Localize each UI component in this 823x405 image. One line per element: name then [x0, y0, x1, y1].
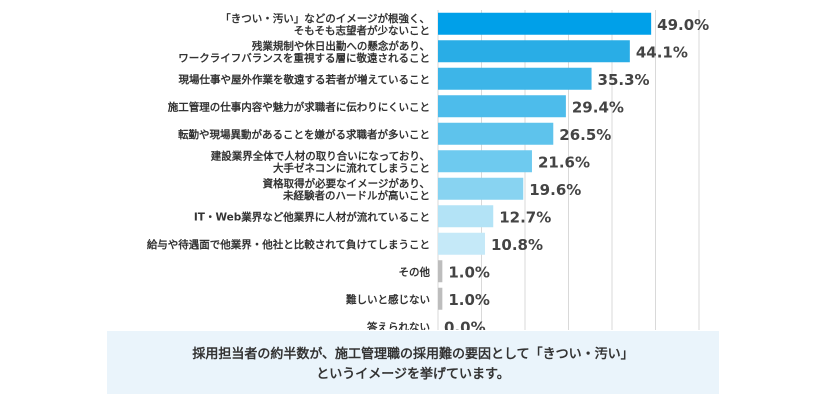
category-label: 答えられない [366, 320, 430, 330]
caption-line-2: というイメージを挙げています。 [316, 367, 510, 382]
value-label: 12.7% [499, 208, 551, 226]
category-label: 残業規制や休日出勤への懸念があり、ワークライフバランスを重視する層に敬遠されるこ… [178, 39, 430, 64]
category-label: 「きつい・汚い」などのイメージが根強く、そもそも志望者が少ないこと [220, 12, 430, 37]
value-label: 1.0% [448, 263, 490, 281]
value-label: 35.3% [598, 71, 650, 89]
value-label: 21.6% [538, 153, 590, 171]
category-label: 資格取得が必要なイメージがあり、未経験者のハードルが高いこと [263, 177, 430, 202]
category-label: IT・Web業界など他業界に人材が流れていること [194, 210, 430, 223]
category-label: その他 [399, 265, 431, 278]
caption-box: 採用担当者の約半数が、施工管理職の採用難の要因として「きつい・汚い」 というイメ… [107, 331, 719, 394]
category-label: 転勤や現場異動があることを嫌がる求職者が多いこと [178, 128, 430, 141]
bar [438, 40, 630, 63]
category-label: 建設業界全体で人材の取り合いになっており、大手ゼネコンに流れてしまうこと [210, 149, 430, 174]
bar [438, 287, 443, 310]
category-label: 給与や待遇面で他業界・他社と比較されて負けてしまうこと [147, 238, 430, 251]
bar-chart: 「きつい・汚い」などのイメージが根強く、そもそも志望者が少ないこと残業規制や休日… [147, 10, 709, 330]
bar [438, 177, 524, 200]
bar [438, 95, 566, 118]
value-label: 0.0% [444, 318, 486, 330]
category-label: 難しいと感じない [345, 293, 430, 306]
value-label: 44.1% [636, 43, 688, 61]
value-label: 49.0% [657, 16, 709, 34]
value-label: 10.8% [491, 236, 543, 254]
value-label: 19.6% [529, 181, 581, 199]
value-label: 1.0% [448, 291, 490, 309]
value-labels: 49.0% 44.1% 35.3% 29.4% 26.5% 21.6% 19.6% 12.7%… [444, 16, 709, 330]
caption-line-1: 採用担当者の約半数が、施工管理職の採用難の要因として「きつい・汚い」 [192, 347, 634, 362]
bar [438, 122, 554, 145]
bar [438, 205, 494, 228]
value-label: 26.5% [559, 126, 611, 144]
bar [438, 12, 652, 35]
category-labels: 「きつい・汚い」などのイメージが根強く、そもそも志望者が少ないこと残業規制や休日… [147, 12, 431, 330]
bar [438, 67, 592, 90]
bars [438, 12, 652, 310]
category-label: 現場仕事や屋外作業を敬遠する若者が増えていること [179, 73, 430, 86]
grid-lines [437, 10, 700, 330]
bar [438, 150, 532, 173]
value-label: 29.4% [572, 98, 624, 116]
category-label: 施工管理の仕事内容や魅力が求職者に伝わりにくいこと [168, 100, 430, 113]
bar [438, 232, 485, 255]
bar [438, 260, 443, 283]
